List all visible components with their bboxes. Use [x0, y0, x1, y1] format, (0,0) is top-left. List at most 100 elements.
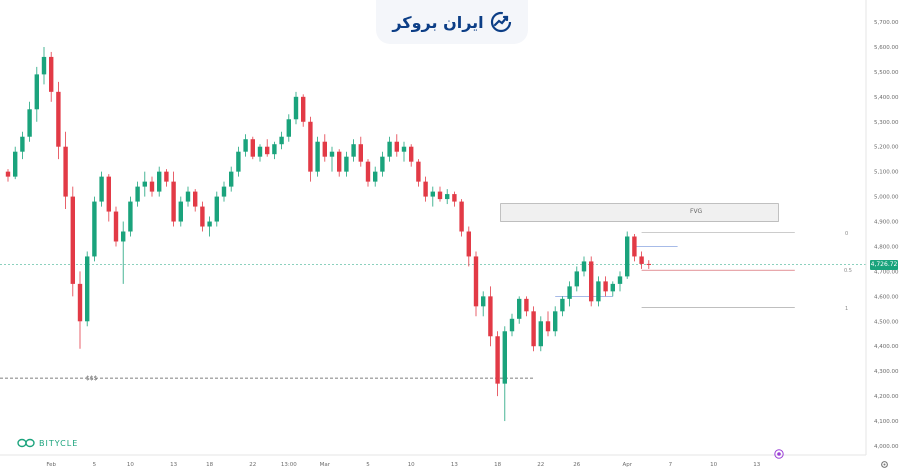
fvg-label: FVG — [690, 208, 703, 215]
candle — [171, 171, 176, 227]
candle — [610, 281, 615, 297]
candle — [135, 181, 140, 207]
candle — [200, 201, 205, 232]
candle — [502, 326, 507, 422]
fvg-zone — [500, 203, 779, 222]
candle — [589, 256, 594, 307]
candle — [243, 134, 248, 157]
candle — [193, 189, 198, 212]
fib-level-05-label: 0.5 — [844, 268, 852, 274]
candle — [437, 186, 443, 202]
bitycle-text: BITYCLE — [39, 438, 79, 448]
x-tick-label: 26 — [573, 462, 580, 468]
candle-body — [250, 139, 255, 157]
gear-icon[interactable] — [880, 460, 889, 469]
candle-body — [567, 286, 572, 299]
candle-body — [524, 298, 529, 312]
candle-body — [56, 91, 61, 147]
x-tick-label: 13 — [451, 462, 458, 468]
candle — [265, 139, 270, 157]
candle — [27, 101, 32, 142]
y-tick-label: 4,500.00 — [874, 319, 899, 325]
candle — [178, 196, 183, 227]
candle — [13, 146, 18, 180]
fibonacci-retracement — [641, 232, 795, 308]
candle — [250, 136, 255, 160]
candle-body — [495, 336, 500, 384]
y-tick-label: 5,600.00 — [874, 45, 899, 51]
candle-body — [106, 176, 111, 212]
candle — [466, 226, 471, 267]
candle-body — [423, 181, 428, 197]
candle-body — [34, 74, 39, 110]
candle — [113, 206, 119, 247]
candle-body — [358, 144, 363, 162]
bitycle-watermark: BITYCLE — [17, 438, 78, 448]
candle-body — [13, 151, 18, 177]
candle — [531, 306, 536, 352]
x-tick-label: 10 — [127, 462, 134, 468]
target-icon[interactable] — [774, 449, 784, 459]
candle-body — [135, 186, 140, 202]
candle-body — [430, 191, 435, 197]
candle-body — [272, 144, 277, 155]
candle — [488, 286, 493, 347]
liquidity-label: $$$ — [86, 375, 98, 382]
candle-body — [365, 161, 371, 182]
candle — [423, 176, 428, 202]
trend-chart-icon — [490, 11, 511, 33]
candle — [401, 141, 407, 162]
candle — [322, 134, 327, 162]
candle — [574, 266, 579, 292]
candle-body — [293, 96, 299, 120]
candle-body — [171, 181, 176, 222]
candle — [545, 311, 551, 337]
candle — [524, 296, 529, 317]
candle — [85, 251, 90, 327]
candle — [301, 94, 306, 127]
candle-body — [229, 171, 234, 187]
x-tick-label: 13 — [170, 462, 177, 468]
candle — [387, 136, 392, 162]
candle-body — [63, 146, 68, 197]
candle — [344, 151, 349, 177]
candle — [445, 189, 450, 205]
candle-body — [445, 194, 450, 200]
candle-body — [301, 96, 306, 122]
y-tick-label: 5,300.00 — [874, 120, 899, 126]
candle-body — [459, 201, 464, 232]
candle — [416, 159, 421, 187]
candle — [92, 196, 97, 262]
x-tick-label: 18 — [494, 462, 501, 468]
x-tick-label: Mar — [320, 462, 331, 468]
candle — [625, 231, 630, 279]
candle — [5, 169, 11, 182]
candle-body — [545, 321, 551, 332]
structure-lines — [555, 246, 678, 297]
candle — [373, 166, 378, 187]
candle — [495, 331, 500, 397]
candle-body — [149, 181, 155, 192]
x-tick-label: 22 — [537, 462, 544, 468]
candle-body — [20, 136, 25, 152]
candle-body — [5, 171, 11, 177]
candle-body — [509, 318, 515, 332]
y-tick-label: 5,400.00 — [874, 95, 899, 101]
x-tick-label: 22 — [249, 462, 256, 468]
candle-body — [121, 231, 126, 242]
candle — [473, 251, 479, 317]
candle-body — [279, 136, 284, 145]
candle — [632, 234, 637, 262]
y-tick-label: 4,300.00 — [874, 369, 899, 375]
candle-body — [581, 261, 587, 272]
candle — [517, 296, 522, 324]
candle — [56, 81, 61, 160]
candle-body — [164, 171, 169, 182]
candle — [351, 139, 356, 162]
candle — [41, 46, 47, 85]
candle-body — [257, 146, 263, 157]
candle-body — [49, 56, 54, 92]
candle — [34, 66, 39, 122]
candle-body — [128, 201, 133, 232]
